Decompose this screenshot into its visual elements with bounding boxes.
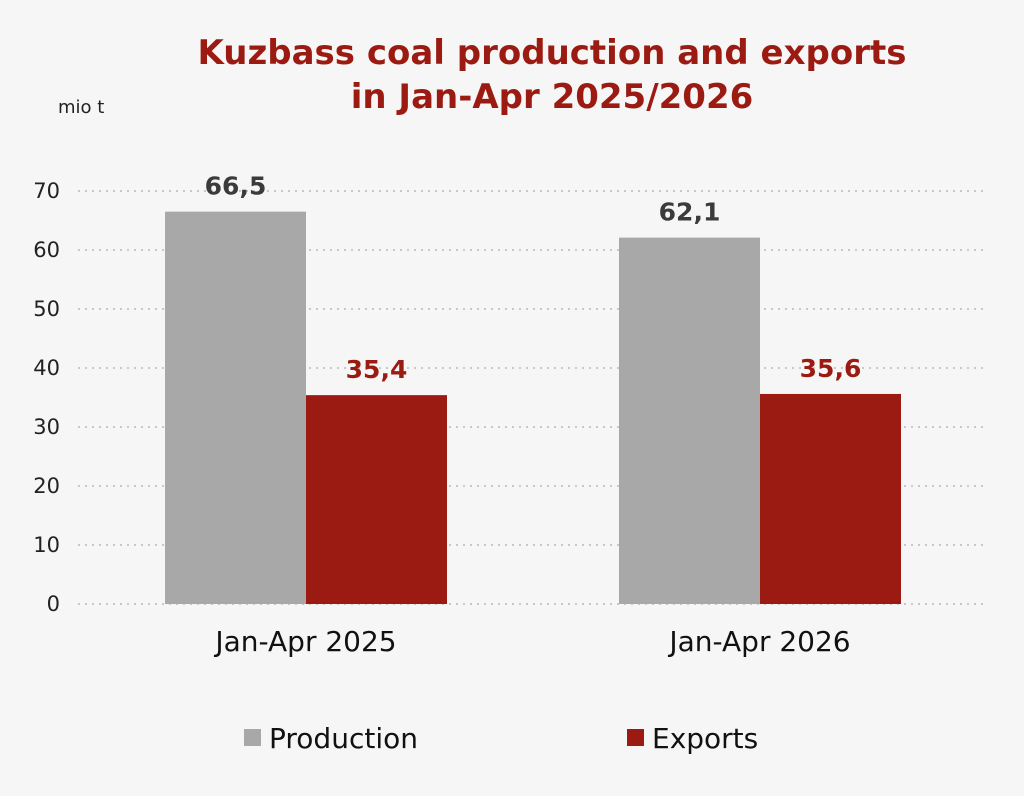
y-tick-label: 0 — [47, 592, 60, 616]
y-tick-label: 50 — [33, 297, 60, 321]
data-labels: 66,5 35,4 62,1 35,6 — [205, 172, 862, 384]
legend-swatch-exports — [627, 729, 644, 746]
x-tick-label: Jan-Apr 2025 — [213, 625, 396, 658]
y-tick-label: 70 — [33, 179, 60, 203]
x-axis-ticks: Jan-Apr 2025 Jan-Apr 2026 — [213, 625, 850, 658]
y-tick-label: 20 — [33, 474, 60, 498]
legend-label-production: Production — [269, 722, 418, 755]
data-label-exports-2: 35,6 — [800, 354, 862, 383]
data-label-production-1: 66,5 — [205, 172, 267, 201]
y-tick-label: 30 — [33, 415, 60, 439]
bar-exports-1 — [306, 395, 447, 604]
y-axis-ticks: 0 10 20 30 40 50 60 70 — [33, 179, 60, 616]
y-tick-label: 10 — [33, 533, 60, 557]
chart-title-line-2: in Jan-Apr 2025/2026 — [351, 77, 754, 117]
y-tick-label: 40 — [33, 356, 60, 380]
bar-exports-2 — [760, 393, 901, 604]
y-tick-label: 60 — [33, 238, 60, 262]
legend-swatch-production — [244, 729, 261, 746]
chart-title-line-1: Kuzbass coal production and exports — [197, 33, 906, 73]
data-label-exports-1: 35,4 — [346, 355, 408, 384]
legend-label-exports: Exports — [652, 722, 758, 755]
bar-production-2 — [619, 237, 760, 605]
legend: Production Exports — [244, 722, 758, 755]
data-label-production-2: 62,1 — [659, 198, 721, 227]
x-tick-label: Jan-Apr 2026 — [667, 625, 850, 658]
bar-production-1 — [165, 211, 306, 604]
bars — [165, 211, 901, 605]
y-axis-unit-label: mio t — [58, 97, 104, 118]
